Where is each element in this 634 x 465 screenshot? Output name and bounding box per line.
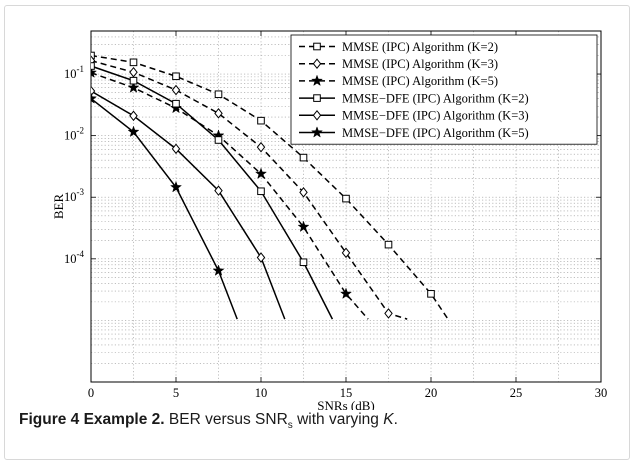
series-5-point	[256, 252, 266, 263]
series-1-point	[172, 72, 180, 81]
series-1-point	[427, 290, 435, 298]
y-tick-label: 10-2	[64, 126, 84, 143]
caption-label: Figure 4 Example 2.	[19, 411, 165, 428]
y-tick-label: 10-3	[64, 187, 84, 204]
series-1-point	[384, 240, 393, 249]
legend-label: MMSE (IPC) Algorithm (K=2)	[342, 40, 498, 54]
caption-end: .	[393, 411, 398, 428]
series-4	[91, 62, 334, 320]
series-2-point	[341, 247, 351, 259]
series-1-point	[91, 51, 95, 60]
series-1-point	[257, 116, 265, 125]
series-4-point	[257, 187, 265, 196]
legend-label: MMSE−DFE (IPC) Algorithm (K=2)	[342, 91, 529, 105]
caption-text-2: with varying	[292, 411, 384, 428]
legend-marker	[310, 126, 324, 138]
legend-box	[290, 34, 598, 145]
caption-subscript: s	[287, 420, 293, 432]
series-1-point	[299, 153, 308, 162]
y-tick-label: 10-1	[64, 64, 84, 81]
series-6-point	[169, 180, 183, 193]
ber-vs-snr-chart: 0 5 10 15 20 25 30 10-4 10-3 10-2 10-1 SNRs (dB) BER…	[51, 30, 608, 410]
series-3-point	[297, 220, 310, 233]
x-tick-label: 0	[88, 386, 94, 400]
series-5-line	[91, 90, 286, 320]
x-tick-label: 20	[425, 386, 438, 400]
legend-marker	[310, 74, 324, 87]
series-1-line	[91, 54, 449, 320]
series-1-point	[214, 90, 223, 99]
series-2-point	[299, 187, 308, 198]
series-4-point	[172, 99, 180, 108]
series-6-point	[91, 92, 98, 104]
legend: MMSE (IPC) Algorithm (K=2) MMSE (IPC) Alg…	[290, 34, 598, 145]
series-4-point	[91, 62, 95, 70]
legend-label: MMSE (IPC) Algorithm (K=5)	[342, 74, 498, 88]
x-tick-label: 30	[595, 386, 608, 400]
series-6-line	[91, 97, 238, 320]
series-1-point	[342, 194, 350, 203]
series-3-line	[91, 72, 369, 320]
legend-label: MMSE−DFE (IPC) Algorithm (K=5)	[342, 126, 529, 140]
x-tick-label: 10	[255, 386, 268, 400]
series-3	[91, 66, 369, 320]
legend-label: MMSE (IPC) Algorithm (K=3)	[342, 57, 498, 71]
series-4-point	[299, 258, 308, 267]
series-2-point	[384, 308, 393, 319]
series-5-point	[214, 185, 223, 196]
legend-marker	[313, 42, 321, 51]
x-axis-label: SNRs (dB)	[317, 398, 374, 410]
series-2-point	[171, 84, 181, 96]
series-6-point	[127, 125, 140, 138]
series-2-point	[256, 141, 266, 153]
y-tick-label: 10-4	[64, 249, 84, 266]
legend-marker	[312, 58, 322, 70]
x-tick-label: 25	[510, 386, 523, 400]
legend-label: MMSE−DFE (IPC) Algorithm (K=3)	[342, 109, 529, 123]
legend-marker	[313, 94, 321, 102]
series-5-point	[171, 143, 181, 155]
series-3-point	[91, 66, 98, 78]
series-1	[91, 51, 449, 320]
x-tick-label: 5	[173, 386, 179, 400]
series-6	[91, 92, 238, 320]
legend-marker	[312, 109, 322, 121]
series-4-point	[214, 136, 223, 144]
series-5-point	[129, 110, 138, 122]
series-5-point	[91, 85, 96, 97]
series-3-point	[254, 167, 268, 179]
figure-caption: Figure 4 Example 2. BER versus SNRs with…	[19, 411, 619, 431]
y-axis-label: BER	[51, 194, 66, 220]
series-6-point	[212, 264, 225, 276]
series-4-point	[129, 76, 138, 85]
series-2	[91, 55, 408, 320]
series-1-point	[129, 58, 138, 67]
x-tick-label: 15	[340, 386, 353, 400]
series-2-point	[214, 108, 223, 119]
caption-text: BER versus SNR	[164, 411, 288, 428]
series-2-point	[129, 66, 138, 78]
caption-variable: K	[383, 411, 394, 428]
series-5	[91, 85, 286, 320]
series-3-point	[339, 287, 353, 299]
series-3-point	[127, 81, 140, 93]
